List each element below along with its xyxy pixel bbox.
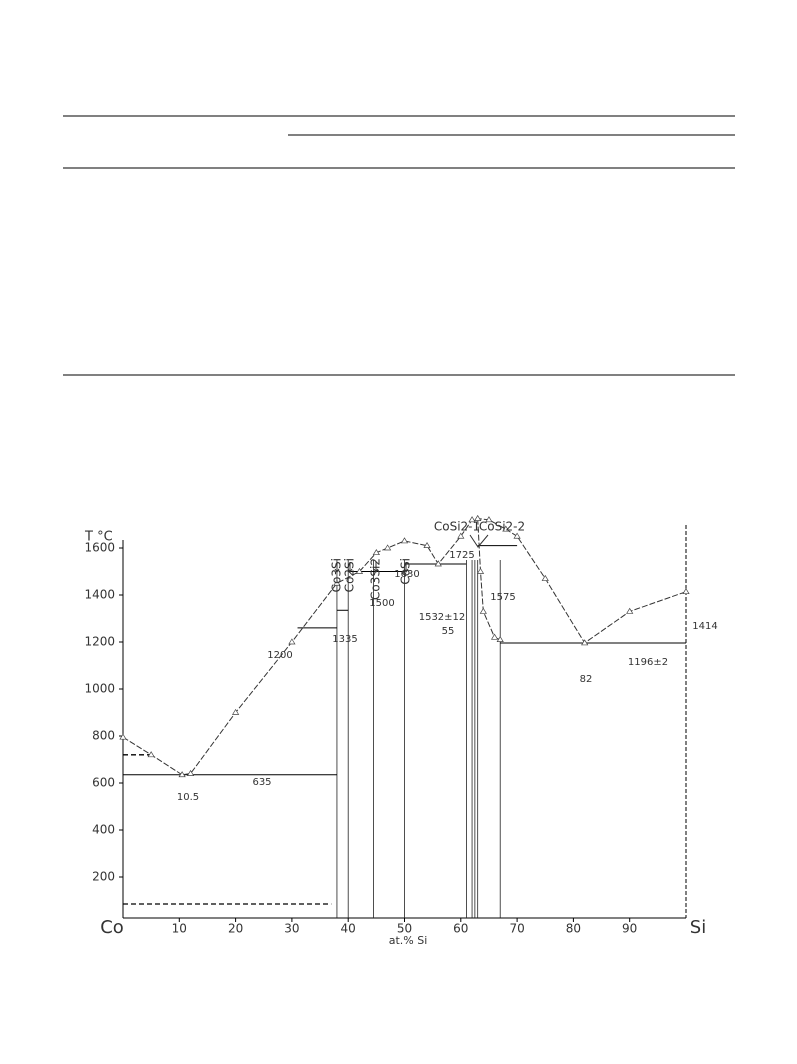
- point-marker: [119, 733, 127, 740]
- element-label: Co: [100, 917, 124, 938]
- point-marker: [682, 588, 690, 595]
- compound-label: Co3Si: [330, 558, 344, 592]
- element-label: Si: [690, 917, 706, 938]
- y-tick-label: 800: [92, 729, 115, 743]
- annotation: 1532±12: [419, 612, 466, 623]
- point-marker: [423, 541, 431, 548]
- y-tick-label: 1400: [84, 588, 115, 602]
- annotation: 82: [580, 674, 593, 685]
- point-marker: [178, 771, 186, 778]
- point-marker: [513, 532, 521, 539]
- x-tick-label: 30: [284, 922, 299, 936]
- y-axis-label: T °C: [84, 530, 113, 545]
- annotation: 635: [252, 777, 271, 788]
- x-tick-label: 90: [622, 922, 637, 936]
- compound-label: CoSi2-1: [434, 520, 480, 534]
- curve: [122, 518, 687, 776]
- point-marker: [490, 633, 499, 640]
- annotation: 10.5: [177, 792, 199, 803]
- point-marker: [541, 574, 549, 581]
- y-tick-label: 600: [92, 776, 115, 790]
- curve: [477, 518, 501, 641]
- x-tick-label: 50: [397, 922, 412, 936]
- point-marker: [496, 635, 504, 642]
- y-tick-label: 400: [92, 823, 115, 837]
- compound-label: Co3Si2: [369, 558, 383, 600]
- arrow: [403, 562, 409, 573]
- point-marker: [485, 516, 493, 523]
- y-tick-label: 1200: [84, 635, 115, 649]
- arrow: [334, 562, 340, 573]
- point-marker: [468, 516, 476, 523]
- point-marker: [147, 751, 155, 758]
- point-marker: [186, 769, 195, 776]
- y-tick-label: 1600: [84, 541, 115, 555]
- point-marker: [355, 567, 364, 574]
- point-marker: [400, 537, 409, 544]
- point-marker: [333, 579, 341, 586]
- pointer: [469, 534, 489, 548]
- x-tick-label: 40: [341, 922, 356, 936]
- point-marker: [626, 607, 634, 614]
- phase-diagram: 200 400 600 800 1000 1200 1400 1600 10 20 30 40 50 60…: [84, 514, 718, 947]
- y-tick-label: 200: [92, 870, 115, 884]
- point-marker: [434, 560, 442, 567]
- arrow: [373, 562, 379, 573]
- compound-label: Co2Si: [343, 558, 357, 592]
- point-marker: [474, 514, 482, 521]
- annotation: 1414: [692, 621, 717, 632]
- annotation: 1200: [267, 650, 292, 661]
- arrow: [347, 562, 353, 573]
- x-axis-label: at.% Si: [389, 934, 428, 947]
- annotation: 1725: [449, 550, 474, 561]
- point-marker: [457, 532, 465, 539]
- x-tick-label: 10: [172, 922, 187, 936]
- x-tick-label: 60: [453, 922, 468, 936]
- point-marker: [383, 544, 392, 551]
- annotation: 55: [442, 626, 455, 637]
- point-marker: [372, 549, 380, 556]
- compound-label: CoSi2-2: [479, 520, 525, 534]
- annotation: 1196±2: [628, 657, 668, 668]
- point-marker: [288, 638, 296, 645]
- y-tick-label: 1000: [84, 682, 115, 696]
- point-marker: [502, 525, 510, 532]
- annotation: 1630: [394, 569, 419, 580]
- annotation: 1335: [332, 634, 357, 645]
- point-marker: [476, 567, 485, 574]
- x-tick-label: 70: [509, 922, 524, 936]
- x-tick-label: 80: [566, 922, 581, 936]
- annotation: 1575: [490, 592, 515, 603]
- x-tick-label: 20: [228, 922, 243, 936]
- point-marker: [231, 708, 240, 715]
- point-marker: [479, 607, 487, 614]
- annotation: 1500: [369, 598, 394, 609]
- point-marker: [581, 639, 589, 646]
